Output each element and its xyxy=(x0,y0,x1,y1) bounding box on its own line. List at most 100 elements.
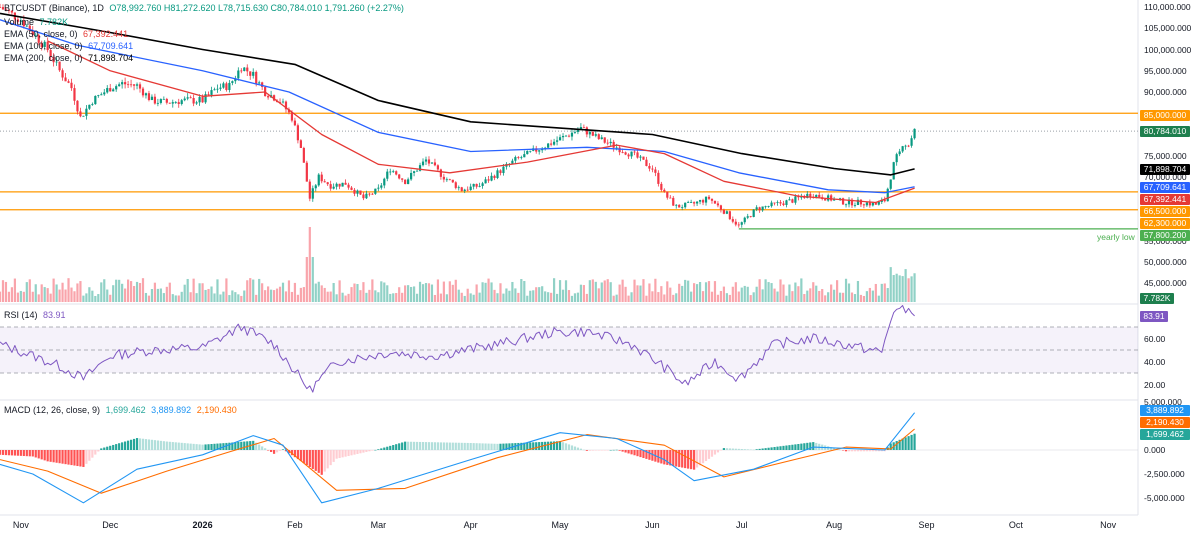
volume-bar xyxy=(737,291,740,302)
macd-hist-bar xyxy=(633,450,636,456)
volume-bar xyxy=(308,227,311,302)
macd-hist-bar xyxy=(314,450,317,471)
volume-bar xyxy=(299,287,302,302)
volume-bar xyxy=(204,289,207,302)
candle-body xyxy=(594,134,597,136)
volume-bar xyxy=(347,293,350,302)
candle-body xyxy=(258,82,261,84)
macd-hist-bar xyxy=(746,449,749,450)
ema100-label[interactable]: EMA (100, close, 0) xyxy=(4,41,83,51)
candle-body xyxy=(675,204,678,206)
macd-hist-bar xyxy=(463,442,466,450)
candle-body xyxy=(862,204,866,206)
rsi-tick-label: 60.00 xyxy=(1144,333,1166,344)
candle-body xyxy=(651,168,654,170)
volume-bar xyxy=(412,286,416,302)
candle-body xyxy=(788,199,791,201)
candle-body xyxy=(100,94,103,96)
candle-body xyxy=(219,87,222,89)
candle-body xyxy=(43,41,46,47)
volume-bar xyxy=(624,286,627,302)
volume-bar xyxy=(415,293,419,302)
ema200-label[interactable]: EMA (200, close, 0) xyxy=(4,53,83,63)
macd-hist-bar xyxy=(305,450,308,466)
volume-bar xyxy=(660,286,663,302)
ema50-label[interactable]: EMA (50, close, 0) xyxy=(4,29,78,39)
macd-hist-bar xyxy=(383,447,386,450)
volume-bar xyxy=(121,283,124,302)
macd-hist-bar xyxy=(177,442,180,450)
macd-hist-bar xyxy=(302,450,305,464)
candle-body xyxy=(225,83,228,90)
volume-bar xyxy=(192,278,195,302)
volume-bar xyxy=(788,284,791,302)
candle-body xyxy=(898,151,901,155)
candle-body xyxy=(847,199,851,205)
macd-hist-bar xyxy=(4,450,8,456)
candle-body xyxy=(383,178,386,186)
volume-bar xyxy=(585,293,588,302)
volume-bar xyxy=(198,283,201,302)
macd-hist-bar xyxy=(707,450,711,459)
candle-body xyxy=(841,198,845,205)
macd-hist-bar xyxy=(201,444,204,450)
volume-bar xyxy=(34,284,37,302)
volume-bar xyxy=(109,294,112,302)
tag-last-price: 80,784.010 xyxy=(1140,126,1190,137)
macd-hist-bar xyxy=(225,442,228,450)
volume-bar xyxy=(439,293,442,302)
volume-bar xyxy=(722,286,725,302)
volume-bar xyxy=(472,294,475,302)
price-tick-label: 50,000.000 xyxy=(1144,257,1187,267)
candle-body xyxy=(523,154,526,158)
tag-ema200: 71,898.704 xyxy=(1140,164,1190,175)
macd-hist-bar xyxy=(237,442,240,450)
candle-body xyxy=(570,132,574,137)
volume-bar xyxy=(421,284,425,302)
macd-hist-bar xyxy=(520,442,523,450)
macd-legend: MACD (12, 26, close, 9) 1,699.462 3,889.… xyxy=(4,405,237,416)
macd-hist-bar xyxy=(454,442,457,450)
macd-hist-bar xyxy=(389,445,392,450)
macd-hist-bar xyxy=(368,450,371,452)
macd-hist-bar xyxy=(788,445,791,450)
volume-bar xyxy=(835,280,839,302)
volume-bar xyxy=(669,287,672,302)
macd-hist-bar xyxy=(22,450,25,457)
macd-line-value: 3,889.892 xyxy=(151,405,192,415)
candle-body xyxy=(693,202,696,204)
volume-bar xyxy=(1,280,5,302)
macd-label[interactable]: MACD (12, 26, close, 9) xyxy=(4,405,101,415)
candle-body xyxy=(541,149,544,151)
candle-body xyxy=(472,183,475,187)
candle-body xyxy=(335,183,338,187)
volume-bar xyxy=(317,281,320,302)
candle-body xyxy=(115,86,118,90)
volume-bar xyxy=(407,285,410,302)
candle-body xyxy=(293,120,297,126)
macd-hist-bar xyxy=(752,449,755,451)
symbol-title[interactable]: BTCUSDT (Binance), 1D xyxy=(4,3,104,13)
macd-hist-bar xyxy=(585,450,588,451)
rsi-label[interactable]: RSI (14) xyxy=(4,310,38,320)
candle-body xyxy=(153,96,157,104)
time-tick-label: 2026 xyxy=(192,520,213,530)
macd-hist-bar xyxy=(97,450,100,452)
candle-body xyxy=(76,100,79,112)
macd-tick-label: -5,000.000 xyxy=(1144,493,1185,503)
volume-bar xyxy=(573,293,577,302)
ema100-line xyxy=(0,19,915,194)
volume-bar xyxy=(478,292,481,302)
macd-hist-bar xyxy=(228,442,231,450)
candle-body xyxy=(818,194,821,198)
candle-body xyxy=(490,175,493,181)
candle-body xyxy=(368,193,371,195)
macd-hist-bar xyxy=(624,450,627,453)
macd-hist-bar xyxy=(10,450,14,456)
macd-hist-bar xyxy=(838,449,842,451)
macd-hist-bar xyxy=(275,450,279,453)
volume-label[interactable]: Volume xyxy=(4,17,35,27)
volume-bar xyxy=(82,295,85,302)
macd-hist-bar xyxy=(669,450,672,466)
